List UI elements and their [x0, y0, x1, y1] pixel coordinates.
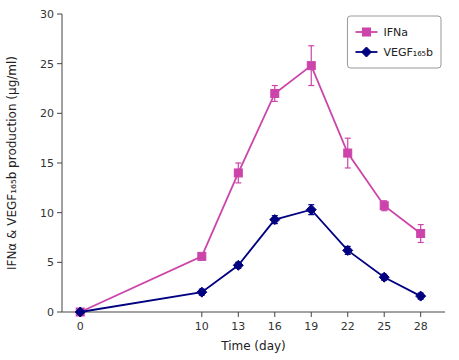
x-tick-label: 0	[77, 320, 84, 333]
error-cap	[345, 138, 351, 139]
data-point	[379, 272, 389, 282]
data-point	[380, 202, 388, 210]
x-tick-label: 25	[377, 320, 391, 333]
x-tick	[238, 312, 239, 317]
y-tick-label: 15	[40, 157, 54, 170]
data-point	[234, 169, 242, 177]
y-tick-label: 10	[40, 207, 54, 220]
x-tick	[201, 312, 202, 317]
error-cap	[235, 162, 241, 163]
x-tick	[420, 312, 421, 317]
x-tick	[274, 312, 275, 317]
data-point	[271, 89, 279, 97]
legend: IFNa VEGF₁₆₅b	[347, 16, 441, 68]
x-tick	[311, 312, 312, 317]
x-tick-label: 10	[195, 320, 209, 333]
error-cap	[381, 200, 387, 201]
x-tick-label: 28	[414, 320, 428, 333]
chart: 0 10 13 16 19 22 25 28 0 5 10 15 20 25 30 Time (day) IFN…	[0, 0, 459, 360]
error-cap	[418, 242, 424, 243]
y-tick	[57, 63, 62, 64]
y-tick-label: 30	[40, 8, 54, 21]
data-point	[307, 62, 315, 70]
error-cap	[235, 182, 241, 183]
data-point	[197, 287, 207, 297]
series-line	[80, 66, 420, 312]
error-cap	[345, 167, 351, 168]
legend-label: VEGF₁₆₅b	[383, 46, 433, 59]
y-tick-label: 20	[40, 107, 54, 120]
x-axis-line	[62, 312, 445, 313]
y-tick-label: 0	[47, 306, 54, 319]
legend-marker	[362, 28, 370, 36]
x-tick-label: 22	[341, 320, 355, 333]
y-tick	[57, 113, 62, 114]
error-cap	[272, 85, 278, 86]
error-bar	[235, 163, 241, 183]
x-tick-label: 13	[231, 320, 245, 333]
y-tick	[57, 14, 62, 15]
x-tick	[384, 312, 385, 317]
y-tick	[57, 212, 62, 213]
legend-box	[347, 16, 441, 68]
error-bar	[418, 225, 424, 243]
data-point	[416, 291, 426, 301]
data-point	[75, 307, 85, 317]
x-tick-label: 16	[268, 320, 282, 333]
y-tick-label: 25	[40, 58, 54, 71]
x-tick	[347, 312, 348, 317]
data-point	[343, 245, 353, 255]
data-point	[233, 260, 243, 270]
error-bar	[345, 138, 351, 168]
y-tick	[57, 163, 62, 164]
series-line	[80, 210, 420, 312]
error-cap	[308, 85, 314, 86]
x-axis-label: Time (day)	[220, 339, 286, 353]
y-tick-label: 5	[47, 256, 54, 269]
legend-marker	[361, 47, 371, 57]
data-point	[76, 308, 84, 316]
legend-label: IFNa	[383, 26, 408, 39]
x-tick-label: 19	[304, 320, 318, 333]
data-point	[306, 205, 316, 215]
plot-area	[75, 46, 425, 317]
y-tick	[57, 312, 62, 313]
data-point	[270, 215, 280, 225]
error-cap	[272, 101, 278, 102]
error-cap	[381, 210, 387, 211]
error-cap	[308, 45, 314, 46]
error-bar	[308, 46, 314, 86]
error-cap	[418, 224, 424, 225]
data-point	[417, 230, 425, 238]
data-point	[344, 149, 352, 157]
y-axis-label: IFNα & VEGF₁₆₅b production (μg/ml)	[5, 56, 19, 270]
error-bar	[381, 201, 387, 211]
error-bar	[272, 86, 278, 102]
y-tick	[57, 262, 62, 263]
data-point	[198, 252, 206, 260]
